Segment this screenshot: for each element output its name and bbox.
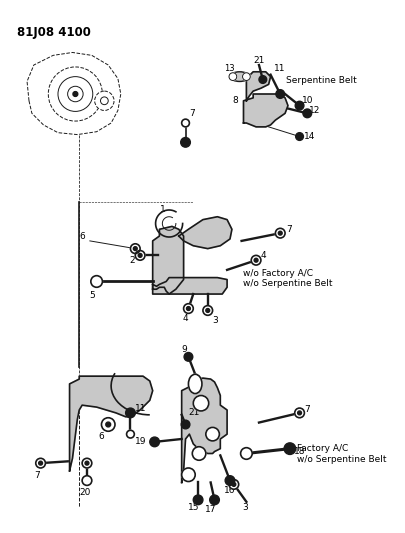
Text: 14: 14	[305, 132, 316, 141]
Polygon shape	[246, 72, 271, 101]
Circle shape	[203, 305, 213, 316]
Text: 21: 21	[188, 408, 200, 417]
Circle shape	[138, 254, 142, 257]
Circle shape	[85, 461, 89, 465]
Text: 4: 4	[261, 251, 266, 260]
Circle shape	[254, 259, 258, 262]
Circle shape	[210, 495, 220, 505]
Ellipse shape	[230, 72, 249, 82]
Text: 3: 3	[243, 503, 248, 512]
Text: 3: 3	[213, 316, 218, 325]
Text: 12: 12	[309, 106, 321, 115]
Circle shape	[130, 244, 140, 254]
Circle shape	[295, 101, 304, 110]
Circle shape	[276, 90, 285, 99]
Circle shape	[126, 408, 135, 418]
Circle shape	[102, 418, 115, 431]
Polygon shape	[153, 227, 183, 294]
Text: Factory A/C
w/o Serpentine Belt: Factory A/C w/o Serpentine Belt	[297, 444, 387, 464]
Text: 1: 1	[160, 205, 165, 214]
Text: 2: 2	[130, 256, 135, 265]
Text: 11: 11	[135, 403, 147, 413]
Circle shape	[193, 395, 209, 411]
Circle shape	[182, 119, 190, 127]
Polygon shape	[243, 94, 288, 127]
Text: 8: 8	[232, 96, 238, 106]
Circle shape	[73, 92, 78, 96]
Circle shape	[184, 352, 193, 361]
Circle shape	[91, 276, 102, 287]
Text: 6: 6	[98, 432, 104, 441]
Circle shape	[183, 304, 193, 313]
Circle shape	[68, 86, 83, 102]
Circle shape	[241, 448, 252, 459]
Circle shape	[206, 309, 210, 312]
Circle shape	[182, 468, 195, 481]
Circle shape	[58, 77, 93, 111]
Text: 20: 20	[79, 488, 91, 497]
Polygon shape	[153, 278, 227, 294]
Circle shape	[193, 495, 203, 505]
Circle shape	[95, 91, 114, 110]
Circle shape	[295, 408, 305, 418]
Circle shape	[133, 247, 137, 251]
Text: 13: 13	[224, 64, 234, 74]
Text: Serpentine Belt: Serpentine Belt	[286, 76, 356, 85]
Polygon shape	[182, 378, 227, 482]
Text: w/o Factory A/C
w/o Serpentine Belt: w/o Factory A/C w/o Serpentine Belt	[243, 269, 332, 288]
Circle shape	[150, 437, 160, 447]
Text: 19: 19	[135, 438, 147, 446]
Circle shape	[278, 231, 282, 235]
Circle shape	[135, 251, 145, 260]
Text: 15: 15	[188, 503, 199, 512]
Circle shape	[186, 306, 190, 310]
Circle shape	[232, 482, 236, 486]
Circle shape	[48, 67, 102, 121]
Circle shape	[303, 109, 311, 118]
Circle shape	[36, 458, 45, 468]
Text: 7: 7	[190, 109, 195, 118]
Circle shape	[251, 255, 261, 265]
Polygon shape	[70, 376, 153, 471]
Circle shape	[225, 476, 235, 486]
Circle shape	[259, 76, 267, 83]
Circle shape	[106, 422, 111, 427]
Circle shape	[275, 228, 285, 238]
Text: 17: 17	[205, 505, 216, 514]
Circle shape	[82, 476, 92, 486]
Circle shape	[100, 97, 108, 104]
Circle shape	[284, 443, 296, 455]
Circle shape	[181, 420, 190, 429]
Circle shape	[229, 72, 237, 80]
Text: 7: 7	[286, 225, 292, 234]
Text: 4: 4	[183, 314, 188, 322]
Polygon shape	[179, 217, 232, 248]
Circle shape	[181, 138, 190, 147]
Circle shape	[206, 427, 220, 441]
Text: 9: 9	[182, 345, 188, 353]
Text: 81J08 4100: 81J08 4100	[17, 26, 91, 39]
Circle shape	[127, 430, 134, 438]
Circle shape	[298, 411, 301, 415]
Ellipse shape	[188, 374, 202, 393]
Circle shape	[229, 480, 239, 489]
Circle shape	[192, 447, 206, 461]
Text: 10: 10	[301, 96, 313, 106]
Text: 16: 16	[224, 486, 236, 495]
Text: 5: 5	[89, 292, 95, 301]
Text: 6: 6	[79, 231, 85, 240]
Text: 18: 18	[294, 447, 305, 456]
Circle shape	[296, 133, 303, 140]
Text: 21: 21	[253, 55, 264, 64]
Text: 7: 7	[34, 471, 40, 480]
Circle shape	[38, 461, 43, 465]
Text: 11: 11	[273, 64, 285, 74]
Circle shape	[82, 458, 92, 468]
Circle shape	[243, 72, 250, 80]
Text: 7: 7	[305, 406, 310, 415]
